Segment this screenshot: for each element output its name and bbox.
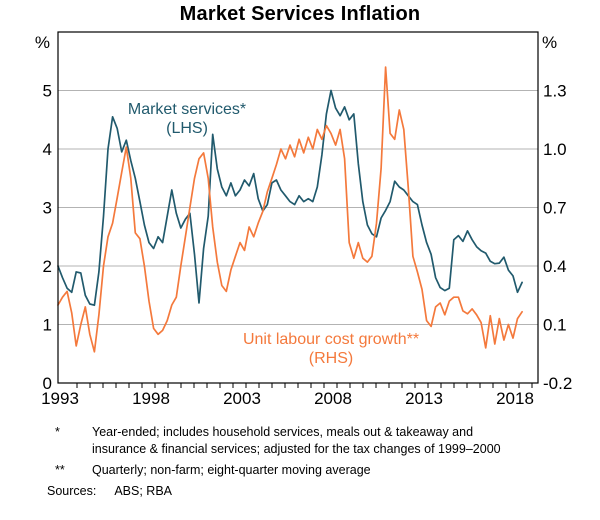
x-axis-year-label: 1993 xyxy=(41,389,79,408)
left-axis-tick-label: 3 xyxy=(43,199,52,218)
x-axis-year-label: 2008 xyxy=(314,389,352,408)
series-label-unit-labour-cost-name: Unit labour cost growth** xyxy=(242,331,420,348)
left-axis-tick-label: 1 xyxy=(43,316,52,335)
footnote-1-text: Year-ended; includes household services,… xyxy=(92,425,501,456)
right-axis-tick-label: 0.7 xyxy=(543,199,567,218)
plot-area: 0 1 2 3 4 5 -0.2 0.1 0.4 0.7 1.0 1.3 1993 1998 2003 200… xyxy=(41,31,572,408)
left-axis-tick-label: 5 xyxy=(43,82,52,101)
x-axis-year-label: 1998 xyxy=(132,389,170,408)
footnote-2-text: Quarterly; non-farm; eight-quarter movin… xyxy=(92,463,371,477)
sources-label: Sources: xyxy=(47,484,97,498)
series-label-unit-labour-cost: Unit labour cost growth** (RHS) xyxy=(229,330,433,368)
footnote-1: * Year-ended; includes household service… xyxy=(47,424,525,458)
chart-title: Market Services Inflation xyxy=(179,3,421,25)
left-axis-tick-label: 4 xyxy=(43,140,52,159)
right-axis-tick-label: -0.2 xyxy=(543,374,572,393)
footnotes: * Year-ended; includes household service… xyxy=(47,424,525,500)
x-axis-year-label: 2003 xyxy=(223,389,261,408)
right-axis-tick-label: 0.1 xyxy=(543,316,567,335)
right-axis-tick-label: 1.0 xyxy=(543,140,567,159)
footnote-2: ** Quarterly; non-farm; eight-quarter mo… xyxy=(47,462,525,479)
right-axis-tick-label: 0.4 xyxy=(543,257,567,276)
sources-text: ABS; RBA xyxy=(114,484,173,498)
right-axis-unit-label: % xyxy=(542,33,558,52)
series-label-market-services-name: Market services* xyxy=(127,101,247,118)
left-axis-tick-label: 0 xyxy=(43,374,52,393)
series-label-market-services: Market services* (LHS) xyxy=(115,100,259,138)
footnote-1-marker: * xyxy=(55,425,60,439)
series-line-market-services xyxy=(57,89,523,307)
series-line-unit-labour-cost xyxy=(57,66,523,353)
footnote-2-marker: ** xyxy=(55,463,65,477)
series-label-unit-labour-cost-axis: (RHS) xyxy=(308,350,354,367)
left-axis-unit-label: % xyxy=(34,33,50,52)
right-axis-tick-label: 1.3 xyxy=(543,82,567,101)
left-axis-tick-label: 2 xyxy=(43,257,52,276)
sources-line: Sources: ABS; RBA xyxy=(47,483,525,500)
x-axis-year-label: 2013 xyxy=(405,389,443,408)
series-label-market-services-axis: (LHS) xyxy=(166,120,208,137)
x-axis-year-label: 2018 xyxy=(496,389,534,408)
